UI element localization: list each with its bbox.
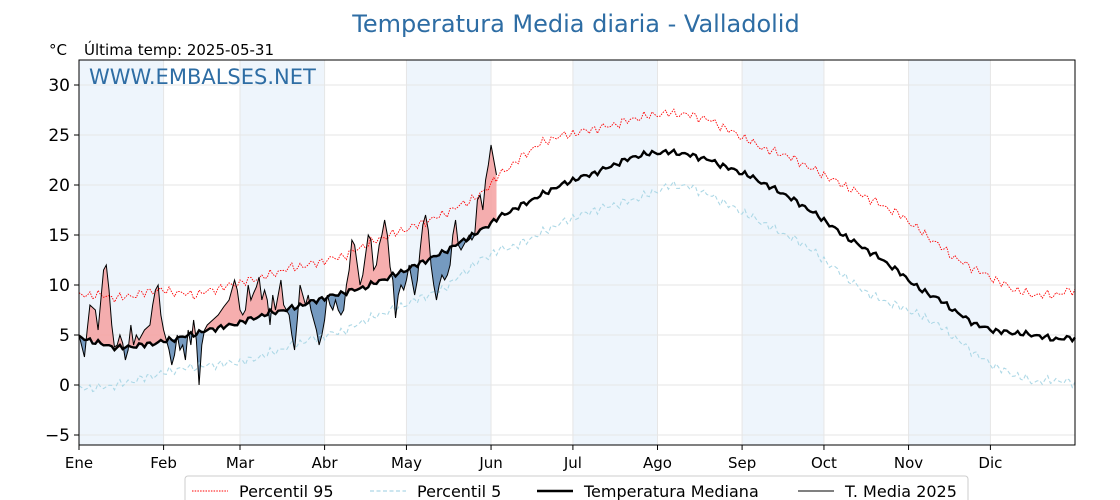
month-band-nov: [908, 60, 991, 445]
month-band-ene: [79, 60, 164, 445]
x-tick-label: Jul: [563, 454, 582, 472]
series-line-temperatura-mediana: [78, 147, 1076, 353]
legend-label-percentil-5: Percentil 5: [417, 482, 501, 500]
above-median-fill: [475, 145, 497, 234]
month-band-jul: [572, 60, 658, 445]
series-lines: [78, 108, 1076, 393]
y-tick-label: 20: [48, 176, 70, 196]
y-tick-label: 5: [59, 326, 70, 346]
legend-label-t-media-2025: T. Media 2025: [844, 482, 957, 500]
y-axis: −5 0 5 10 15 20 25 30: [45, 76, 79, 446]
x-tick-label: Ago: [643, 454, 672, 472]
y-tick-label: 25: [48, 126, 70, 146]
legend: Percentil 95 Percentil 5 Temperatura Media…: [184, 475, 969, 500]
x-tick-label: Nov: [894, 454, 923, 472]
above-median-fill: [345, 220, 393, 293]
series-line-t-media-2025: [78, 144, 497, 386]
x-tick-label: Jun: [478, 454, 502, 472]
above-median-fill: [452, 220, 459, 248]
x-tick-label: Ene: [65, 454, 93, 472]
legend-label-temperatura-mediana: Temperatura Mediana: [583, 482, 759, 500]
series-line-percentil-95: [78, 108, 1076, 304]
x-tick-label: Abr: [312, 454, 339, 472]
legend-box: [184, 475, 969, 500]
x-tick-label: Feb: [150, 454, 177, 472]
above-median-fill: [128, 285, 167, 347]
chart-subtitle: Última temp: 2025-05-31: [84, 40, 274, 59]
x-tick-label: Oct: [811, 454, 837, 472]
above-median-fill: [271, 280, 287, 313]
x-tick-label: Sep: [728, 454, 756, 472]
x-tick-label: Mar: [226, 454, 255, 472]
above-median-fill: [86, 265, 125, 348]
below-median-fill: [195, 331, 205, 385]
below-median-fill: [310, 297, 328, 345]
unit-label: °C: [49, 41, 67, 59]
y-tick-label: 0: [59, 376, 70, 396]
above-median-fill: [298, 285, 306, 306]
watermark: WWW.EMBALSES.NET: [89, 65, 316, 89]
y-tick-label: −5: [45, 426, 70, 446]
x-axis: Ene Feb Mar Abr May Jun Jul Ago Sep Oct Nov Dic: [65, 445, 1002, 472]
chart-title: Temperatura Media diaria - Valladolid: [351, 10, 799, 38]
month-bands: [79, 60, 991, 445]
x-tick-label: May: [391, 454, 422, 472]
y-tick-label: 30: [48, 76, 70, 96]
month-band-sep: [742, 60, 824, 445]
legend-label-percentil-95: Percentil 95: [239, 482, 334, 500]
grid-lines: [78, 60, 1075, 445]
y-tick-label: 10: [48, 276, 70, 296]
month-band-mar: [239, 60, 325, 445]
plot-frame: [78, 59, 1076, 446]
below-median-fill: [431, 247, 453, 300]
below-median-fill: [392, 268, 409, 318]
below-median-fill: [167, 338, 178, 365]
y-tick-label: 15: [48, 226, 70, 246]
above-median-fill: [419, 215, 432, 264]
series-line-percentil-5: [78, 179, 1076, 393]
x-tick-label: Dic: [978, 454, 1002, 472]
below-median-fill: [409, 263, 420, 295]
